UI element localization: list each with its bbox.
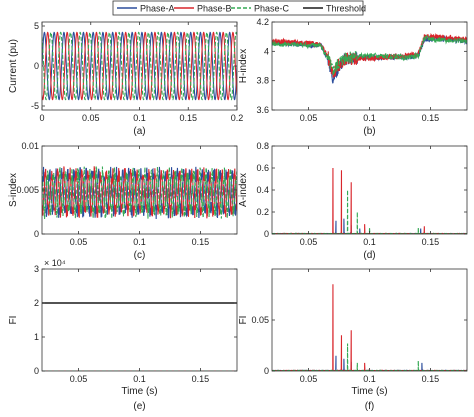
panel-caption: (f)	[365, 401, 374, 412]
y-tick-label: 3.6	[256, 105, 269, 115]
y-exponent: × 10⁴	[44, 258, 66, 268]
y-tick-label: 0.05	[251, 315, 269, 325]
y-tick-label: 0.005	[16, 185, 39, 195]
legend-entry-threshold: Threshold	[303, 4, 366, 14]
series-phase-c	[42, 31, 237, 101]
y-tick-label: 0	[34, 366, 39, 376]
y-tick-label: 1	[34, 332, 39, 342]
y-axis-label: FI	[8, 316, 19, 325]
series-group	[42, 302, 237, 371]
series-group	[272, 32, 467, 84]
x-tick-label: 0.05	[82, 113, 100, 123]
legend: Phase-A Phase-B Phase-C Threshold	[112, 0, 366, 16]
x-axis-label: Time (s)	[351, 386, 387, 397]
y-tick-label: 0.6	[256, 163, 269, 173]
y-tick-label: 0	[34, 229, 39, 239]
y-tick-label: -5	[31, 101, 39, 111]
series-phase-c	[272, 34, 467, 77]
y-tick-label: 0	[264, 229, 269, 239]
y-tick-label: 0.4	[256, 185, 269, 195]
panel-caption: (b)	[363, 126, 375, 137]
x-tick-label: 0.05	[300, 237, 318, 247]
y-tick-label: 4	[264, 46, 269, 56]
y-tick-label: 0.01	[21, 141, 39, 151]
panel-caption: (a)	[133, 126, 145, 137]
x-tick-label: 0.1	[133, 374, 146, 384]
series-phase-a	[42, 166, 237, 219]
x-tick-label: 0.15	[192, 237, 210, 247]
x-tick-label: 0.15	[422, 374, 440, 384]
y-tick-label: 0	[34, 61, 39, 71]
panel-c: 0.05 0.1 0.15 0 0.005 0.01 S-index (c)	[8, 141, 238, 261]
x-tick-label: 0.1	[363, 374, 376, 384]
y-axis-label: H-index	[238, 49, 249, 83]
plot-area	[272, 269, 467, 371]
x-tick-label: 0.1	[133, 237, 146, 247]
x-tick-label: 0.1	[363, 237, 376, 247]
legend-entry-phase-b: Phase-B	[174, 4, 232, 14]
panel-caption: (e)	[133, 401, 145, 412]
panel-d: 0.05 0.1 0.15 0 0.2 0.4 0.6 0.8 A-index (d)	[238, 141, 468, 261]
plot-area	[42, 269, 237, 371]
x-tick-label: 0.05	[300, 113, 318, 123]
x-tick-label: 0	[39, 113, 44, 123]
legend-entry-phase-c: Phase-C	[231, 4, 290, 14]
y-axis-label: Current (pu)	[8, 39, 19, 93]
x-tick-label: 0.05	[300, 374, 318, 384]
series-phase-a	[42, 31, 237, 101]
y-tick-label: 4.2	[256, 17, 269, 27]
x-tick-label: 0.15	[192, 374, 210, 384]
series-group	[42, 31, 237, 101]
x-tick-label: 0.05	[70, 237, 88, 247]
y-axis-label: A-index	[238, 173, 249, 207]
x-tick-label: 0.15	[179, 113, 197, 123]
x-tick-label: 0.15	[422, 113, 440, 123]
y-axis-label: FI	[238, 316, 249, 325]
series-group	[42, 165, 237, 219]
x-tick-label: 0.1	[133, 113, 146, 123]
series-phase-b	[42, 31, 237, 101]
series-phase-c	[42, 165, 237, 219]
panel-b: 0.05 0.1 0.15 3.6 3.8 4 4.2 H-index (b)	[238, 17, 468, 137]
y-tick-label: 0	[264, 366, 269, 376]
y-tick-label: 5	[34, 21, 39, 31]
legend-label: Phase-A	[140, 4, 175, 14]
y-axis-label: S-index	[8, 173, 19, 207]
series-phase-b	[42, 166, 237, 219]
legend-entry-phase-a: Phase-A	[117, 4, 175, 14]
y-tick-label: 3.8	[256, 76, 269, 86]
plot-area	[272, 146, 467, 234]
panel-caption: (c)	[134, 250, 146, 261]
x-tick-label: 0.15	[422, 237, 440, 247]
legend-label: Threshold	[326, 4, 366, 14]
y-tick-label: 0.8	[256, 141, 269, 151]
y-tick-label: 0.2	[256, 207, 269, 217]
panel-caption: (d)	[363, 250, 375, 261]
x-tick-label: 0.2	[231, 113, 244, 123]
legend-label: Phase-C	[254, 4, 290, 14]
legend-label: Phase-B	[197, 4, 232, 14]
x-tick-label: 0.1	[363, 113, 376, 123]
y-tick-label: 3	[34, 264, 39, 274]
x-tick-label: 0.05	[70, 374, 88, 384]
x-axis-label: Time (s)	[121, 386, 157, 397]
y-tick-label: 2	[34, 298, 39, 308]
panel-e: 0.05 0.1 0.15 0 1 2 3 × 10⁴ FI Time (s) (e)	[8, 258, 238, 412]
